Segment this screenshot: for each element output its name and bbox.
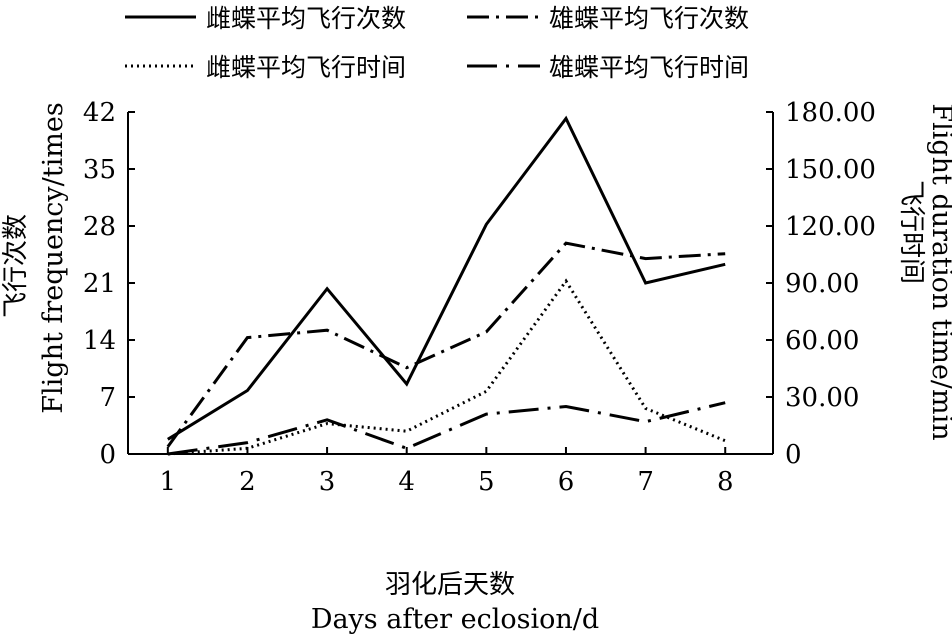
x-axis-title-cn: 羽化后天数 bbox=[385, 570, 515, 600]
x-tick-label: 3 bbox=[319, 467, 336, 497]
left-y-tick-label: 14 bbox=[83, 326, 116, 356]
right-y-tick-label: 180.00 bbox=[785, 98, 876, 128]
series-line-1 bbox=[166, 241, 726, 448]
legend-label-2: 雌蝶平均飞行时间 bbox=[206, 53, 406, 82]
right-y-tick-label: 150.00 bbox=[785, 155, 876, 185]
right-y-tick-label: 0 bbox=[785, 440, 802, 470]
left-y-tick-label: 0 bbox=[99, 440, 116, 470]
x-axis-title-en: Days after eclosion/d bbox=[311, 604, 599, 635]
series-line-3 bbox=[167, 401, 726, 456]
right-y-ticks: 0 30.00 60.00 90.00 120.00 150.00 180.00 bbox=[766, 98, 876, 470]
x-tick-label: 1 bbox=[160, 467, 177, 497]
left-y-ticks: 0 7 14 21 28 35 42 bbox=[83, 98, 135, 470]
right-y-tick-label: 120.00 bbox=[785, 212, 876, 242]
series-lines bbox=[166, 115, 726, 456]
right-y-tick-label: 30.00 bbox=[785, 383, 859, 413]
left-y-tick-label: 35 bbox=[83, 155, 116, 185]
left-y-axis-title-en: Flight frequency/times bbox=[38, 102, 69, 413]
legend-label-0: 雌蝶平均飞行次数 bbox=[206, 4, 406, 33]
x-tick-label: 6 bbox=[558, 467, 575, 497]
x-tick-label: 2 bbox=[239, 467, 256, 497]
x-tick-label: 8 bbox=[717, 467, 734, 497]
right-y-axis-title-cn: 飞行时间 bbox=[896, 180, 926, 284]
x-tick-label: 5 bbox=[478, 467, 495, 497]
legend: 雌蝶平均飞行次数 雄蝶平均飞行次数 雌蝶平均飞行时间 雄蝶平均飞行时间 bbox=[125, 4, 749, 82]
left-y-tick-label: 28 bbox=[83, 212, 116, 242]
left-y-tick-label: 42 bbox=[83, 98, 116, 128]
series-line-0 bbox=[167, 115, 726, 441]
legend-label-1: 雄蝶平均飞行次数 bbox=[549, 4, 749, 33]
left-y-tick-label: 21 bbox=[83, 269, 116, 299]
left-y-tick-label: 7 bbox=[99, 383, 116, 413]
left-y-axis-title-cn: 飞行次数 bbox=[1, 214, 31, 318]
x-tick-label: 7 bbox=[637, 467, 654, 497]
right-y-axis-title-en: Flight duration time/min bbox=[926, 103, 952, 440]
right-y-tick-label: 90.00 bbox=[785, 269, 859, 299]
right-y-tick-label: 60.00 bbox=[785, 326, 859, 356]
x-tick-label: 4 bbox=[398, 467, 415, 497]
legend-label-3: 雄蝶平均飞行时间 bbox=[549, 53, 749, 82]
